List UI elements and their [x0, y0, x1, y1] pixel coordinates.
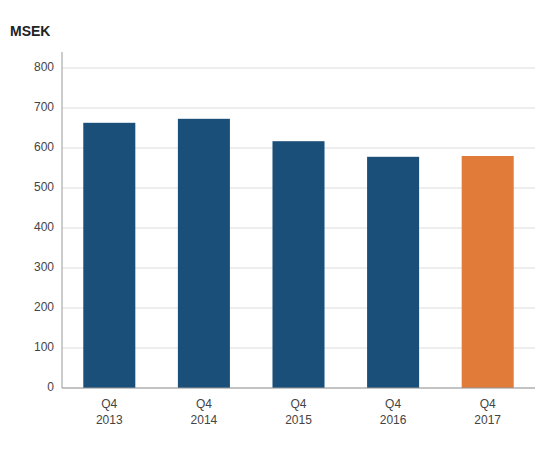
grid-line [62, 108, 535, 109]
x-tick-label: Q42013 [96, 397, 123, 427]
grid-line [62, 68, 535, 69]
y-tick-label: 500 [34, 180, 54, 194]
bar [462, 156, 514, 388]
y-tick-label: 200 [34, 300, 54, 314]
y-tick-label: 300 [34, 260, 54, 274]
y-tick-label: 800 [34, 60, 54, 74]
chart: 0 100 200 300 400 500 600 700 800 Q42013 Q42014 Q42… [0, 0, 551, 450]
y-tick-label: 400 [34, 220, 54, 234]
y-tick-label: 700 [34, 100, 54, 114]
chart-container: 0 100 200 300 400 500 600 700 800 Q42013 Q42014 Q42… [0, 0, 551, 450]
y-tick-label: 0 [47, 380, 54, 394]
y-axis-line [62, 52, 63, 388]
grid-line [62, 388, 535, 389]
y-tick-label: 100 [34, 340, 54, 354]
x-tick-label: Q42015 [285, 397, 312, 427]
x-tick-label: Q42017 [474, 397, 501, 427]
bars [83, 119, 513, 388]
bar [272, 141, 324, 388]
x-tick-label: Q42014 [191, 397, 218, 427]
x-tick-label: Q42016 [380, 397, 407, 427]
bar [178, 119, 230, 388]
x-axis-line [62, 388, 535, 389]
y-tick-label: 600 [34, 140, 54, 154]
y-axis-label: MSEK [10, 23, 50, 39]
bar [83, 123, 135, 388]
bar [367, 157, 419, 388]
